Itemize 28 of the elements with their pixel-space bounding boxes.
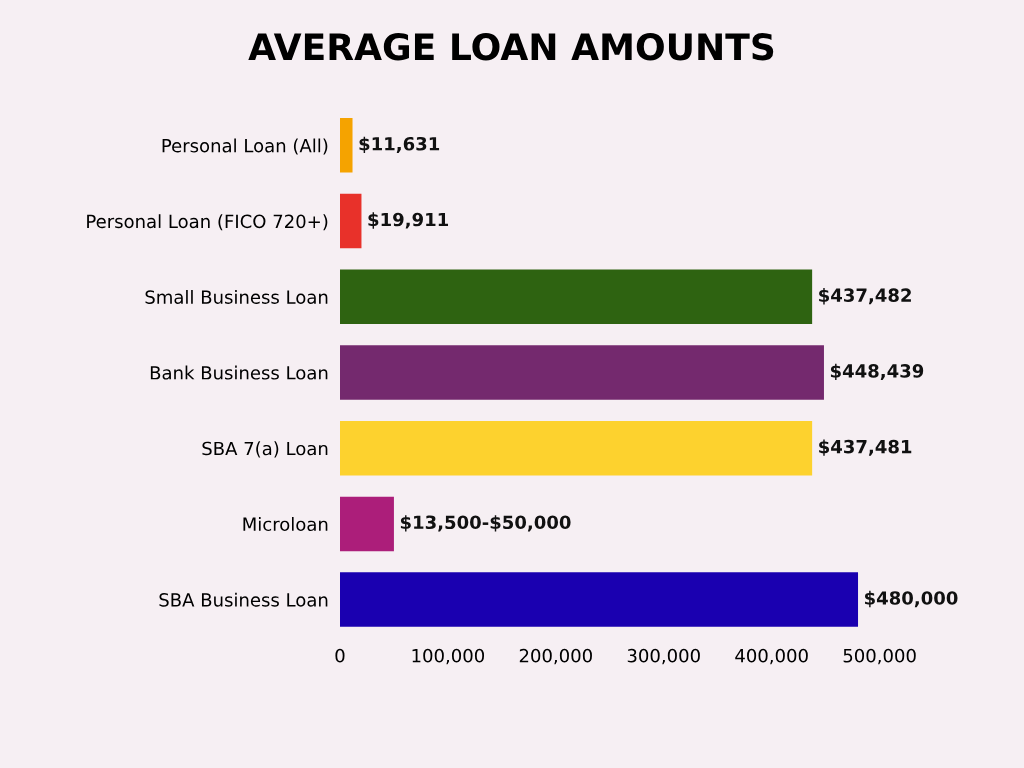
bar <box>339 345 824 400</box>
x-tick-label: 300,000 <box>627 648 700 665</box>
y-tick-label: Personal Loan (FICO 720+) <box>87 214 328 231</box>
y-tick-label: Personal Loan (All) <box>162 138 328 155</box>
data-label: $11,631 <box>359 136 440 154</box>
data-label: $448,439 <box>830 363 924 381</box>
bar <box>339 572 859 627</box>
x-tick-label: 0 <box>335 648 345 663</box>
y-tick-label: Bank Business Loan <box>150 365 328 380</box>
bar <box>339 118 353 173</box>
bar <box>339 269 813 325</box>
bar <box>339 496 394 552</box>
data-label: $437,481 <box>819 439 912 456</box>
x-tick-label: 500,000 <box>843 648 916 665</box>
bar <box>339 193 362 249</box>
y-tick-label: Small Business Loan <box>145 289 328 304</box>
x-tick-label: 100,000 <box>412 648 485 665</box>
y-tick-label: SBA 7(a) Loan <box>202 441 328 458</box>
data-label: $13,500-$50,000 <box>400 515 571 532</box>
data-label: $19,911 <box>368 212 449 229</box>
bar <box>339 420 813 476</box>
x-tick-label: 400,000 <box>735 648 808 665</box>
data-label: $437,482 <box>819 288 911 305</box>
x-tick-label: 200,000 <box>519 648 592 665</box>
chart-title: AVERAGE LOAN AMOUNTS <box>248 33 774 61</box>
y-tick-label: Microloan <box>243 517 328 531</box>
y-tick-label: SBA Business Loan <box>159 592 328 607</box>
data-label: $480,000 <box>865 590 958 608</box>
